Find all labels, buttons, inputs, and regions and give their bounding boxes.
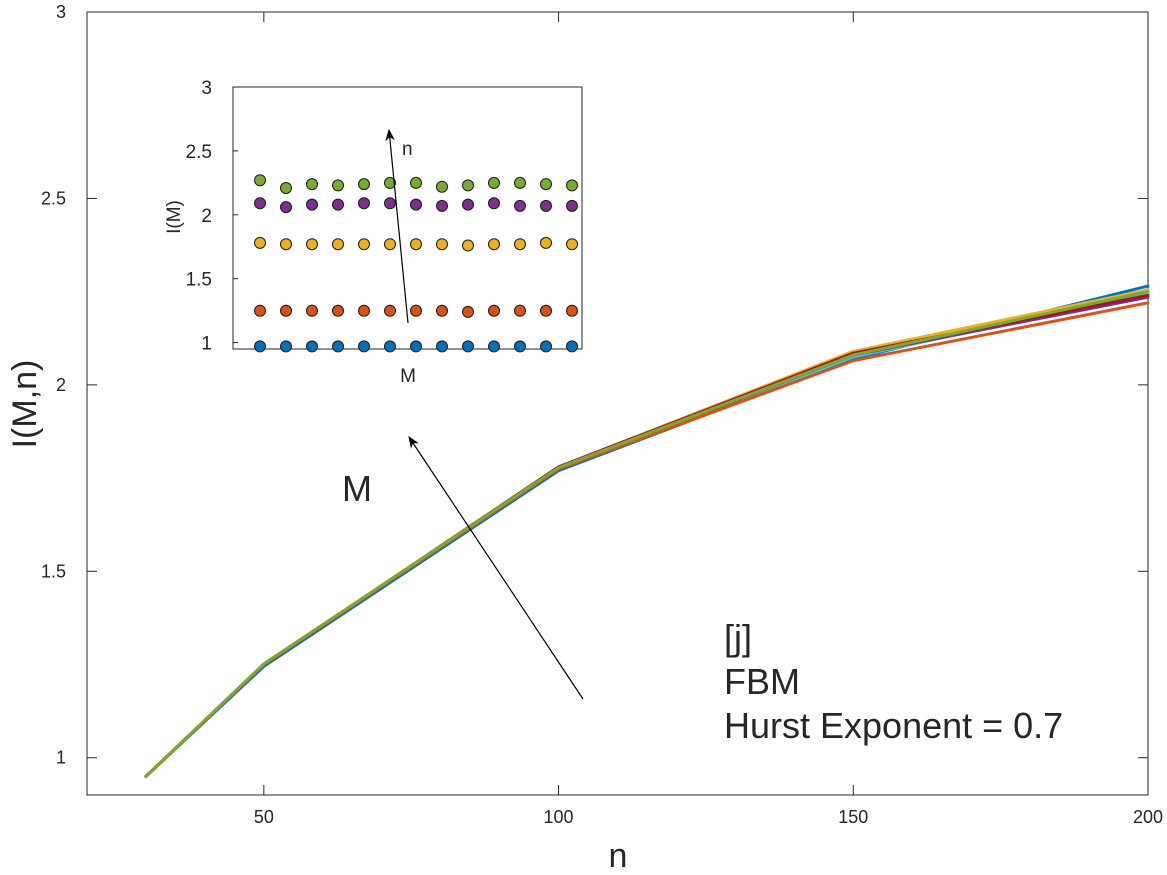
- inset-point-series-5: [462, 179, 474, 192]
- inset-point-series-2: [462, 305, 474, 318]
- inset-axes: 1 1.5 2 2.5 3 M I(M) n: [164, 78, 583, 387]
- inset-point-series-2: [254, 304, 266, 317]
- inset-ticks: 1 1.5 2 2.5 3: [186, 78, 238, 355]
- main-x-tick-label: 200: [1133, 807, 1163, 827]
- inset-y-tick-label: 2.5: [186, 142, 212, 163]
- inset-point-series-4: [280, 201, 292, 214]
- inset-point-series-1: [254, 340, 266, 353]
- inset-point-series-2: [436, 304, 448, 317]
- inset-point-series-2: [488, 304, 500, 317]
- inset-point-series-1: [566, 340, 578, 353]
- inset-point-series-4: [410, 198, 422, 211]
- inset-point-series-5: [514, 176, 526, 189]
- inset-point-series-4: [436, 199, 448, 212]
- inset-point-series-2: [332, 304, 344, 317]
- main-y-tick-label: 2: [56, 375, 66, 395]
- inset-point-series-3: [514, 238, 526, 251]
- inset-point-series-3: [358, 238, 370, 251]
- inset-point-series-3: [306, 238, 318, 251]
- inset-point-series-2: [306, 304, 318, 317]
- inset-point-series-1: [514, 340, 526, 353]
- inset-point-series-2: [384, 304, 396, 317]
- inset-y-tick-label: 2: [201, 206, 212, 227]
- inset-point-series-4: [384, 197, 396, 210]
- inset-point-series-5: [566, 179, 578, 192]
- main-x-tick-label: 50: [254, 807, 274, 827]
- main-y-tick-label: 2.5: [41, 188, 66, 208]
- m-direction-arrow: [408, 436, 584, 700]
- inset-point-series-3: [566, 238, 578, 251]
- inset-plot-frame: [232, 86, 583, 350]
- inset-point-series-1: [488, 340, 500, 353]
- inset-point-series-2: [540, 304, 552, 317]
- n-direction-arrow: [385, 128, 409, 324]
- inset-point-series-5: [332, 179, 344, 192]
- inset-point-series-1: [410, 340, 422, 353]
- main-series-lines: [144, 284, 1150, 778]
- inset-point-series-3: [254, 236, 266, 249]
- inset-point-series-4: [488, 197, 500, 210]
- main-y-tick-label: 1.5: [41, 561, 66, 581]
- inset-point-series-1: [462, 340, 474, 353]
- inset-point-series-4: [514, 199, 526, 212]
- inset-point-series-3: [462, 239, 474, 252]
- inset-point-series-1: [306, 340, 318, 353]
- inset-point-series-4: [254, 197, 266, 210]
- inset-point-series-3: [384, 238, 396, 251]
- inset-point-series-4: [566, 199, 578, 212]
- main-x-tick-label: 150: [838, 807, 868, 827]
- inset-point-series-2: [514, 304, 526, 317]
- inset-scatter-points: [254, 174, 578, 353]
- inset-point-series-5: [540, 178, 552, 191]
- inset-point-series-1: [280, 340, 292, 353]
- inset-point-series-3: [332, 238, 344, 251]
- inset-point-series-5: [306, 178, 318, 191]
- inset-point-series-5: [436, 180, 448, 193]
- inset-point-series-3: [488, 238, 500, 251]
- main-y-tick-label: 3: [56, 2, 66, 22]
- inset-point-series-3: [436, 238, 448, 251]
- inset-y-tick-label: 1: [201, 334, 212, 355]
- inset-point-series-4: [358, 197, 370, 210]
- main-x-tick-label: 100: [544, 807, 574, 827]
- inset-point-series-1: [540, 340, 552, 353]
- inset-point-series-5: [384, 176, 396, 189]
- main-series-line-7: [144, 290, 1150, 778]
- main-ticks: 50 100 150 200 1 1.5 2 2.5 3: [41, 2, 1163, 827]
- inset-point-series-4: [306, 198, 318, 211]
- inset-point-series-5: [410, 176, 422, 189]
- inset-point-series-2: [280, 304, 292, 317]
- inset-point-series-5: [358, 178, 370, 191]
- hurst-exponent-label: Hurst Exponent = 0.7: [724, 705, 1063, 746]
- n-arrow-label: n: [402, 139, 413, 160]
- inset-point-series-5: [280, 182, 292, 194]
- inset-point-series-5: [488, 176, 500, 189]
- inset-point-series-1: [436, 340, 448, 353]
- inset-y-axis-label: I(M): [164, 200, 185, 234]
- inset-point-series-1: [358, 340, 370, 353]
- inset-point-series-4: [462, 198, 474, 211]
- inset-point-series-2: [358, 304, 370, 317]
- panel-label: [j]: [724, 617, 752, 658]
- inset-point-series-2: [410, 304, 422, 317]
- main-x-axis-label: n: [609, 837, 628, 875]
- inset-point-series-1: [332, 340, 344, 353]
- inset-point-series-1: [384, 340, 396, 353]
- m-arrow-label: M: [342, 468, 372, 509]
- inset-y-tick-label: 3: [201, 78, 212, 99]
- main-y-tick-label: 1: [56, 748, 66, 768]
- inset-x-axis-label: M: [400, 366, 416, 387]
- inset-point-series-4: [332, 198, 344, 211]
- inset-point-series-3: [540, 236, 552, 249]
- inset-point-series-3: [410, 238, 422, 251]
- inset-point-series-4: [540, 199, 552, 212]
- inset-point-series-5: [254, 174, 266, 187]
- process-label: FBM: [724, 661, 800, 702]
- main-y-axis-label: I(M,n): [6, 360, 44, 449]
- inset-y-tick-label: 1.5: [186, 270, 212, 291]
- inset-point-series-3: [280, 238, 292, 251]
- inset-point-series-2: [566, 304, 578, 317]
